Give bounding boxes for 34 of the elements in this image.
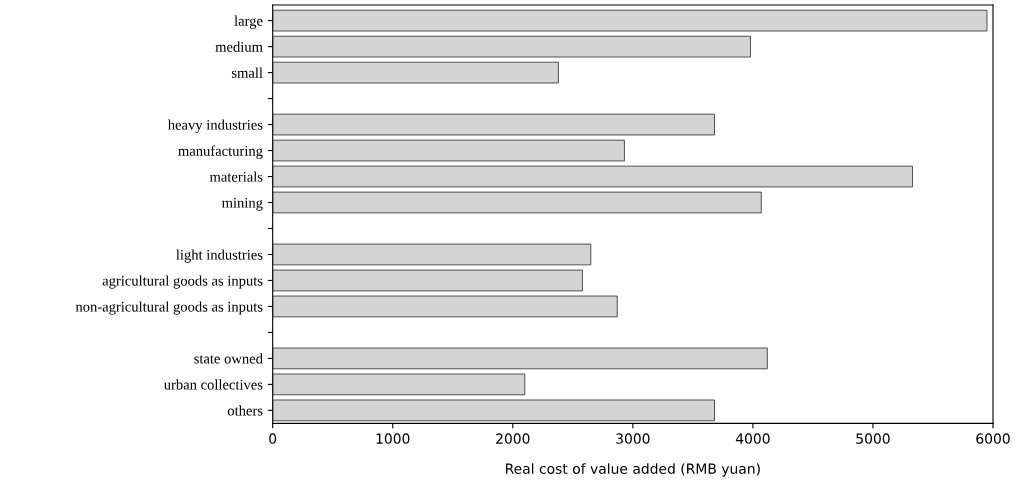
y-tick-label: mining xyxy=(221,197,263,211)
y-tick-label: heavy industries xyxy=(167,119,263,133)
bar xyxy=(272,295,618,318)
y-tick-label: state owned xyxy=(194,353,263,364)
x-tick-label: 5000 xyxy=(856,433,890,444)
bar xyxy=(272,269,583,292)
x-tick-label: 0 xyxy=(269,433,277,444)
x-tick-label: 6000 xyxy=(976,433,1010,444)
bar xyxy=(272,9,988,32)
bar xyxy=(272,61,559,84)
x-tick-label: 1000 xyxy=(376,433,410,444)
x-tick-label: 2000 xyxy=(496,433,530,444)
y-tick-label: agricultural goods as inputs xyxy=(102,275,263,289)
x-tick-label: 4000 xyxy=(735,433,770,444)
y-tick-label: urban collectives xyxy=(163,379,263,390)
bar xyxy=(272,373,526,396)
bar xyxy=(272,191,762,214)
bar xyxy=(272,35,751,58)
y-tick-label: large xyxy=(234,15,263,29)
bar xyxy=(272,243,592,266)
y-tick-label: light industries xyxy=(176,249,263,263)
y-tick-label: medium xyxy=(215,41,263,52)
bar xyxy=(272,139,625,162)
y-tick-label: others xyxy=(227,405,263,416)
y-tick-label: small xyxy=(231,67,263,78)
y-tick-label: manufacturing xyxy=(178,145,263,159)
bar xyxy=(272,347,768,370)
y-tick-label: materials xyxy=(209,171,263,182)
x-axis-title: Real cost of value added (RMB yuan) xyxy=(505,463,760,477)
y-tick-label: non-agricultural goods as inputs xyxy=(75,301,263,315)
bar xyxy=(272,399,715,422)
bar xyxy=(272,113,715,136)
x-tick-label: 3000 xyxy=(616,433,650,444)
bar xyxy=(272,165,913,188)
